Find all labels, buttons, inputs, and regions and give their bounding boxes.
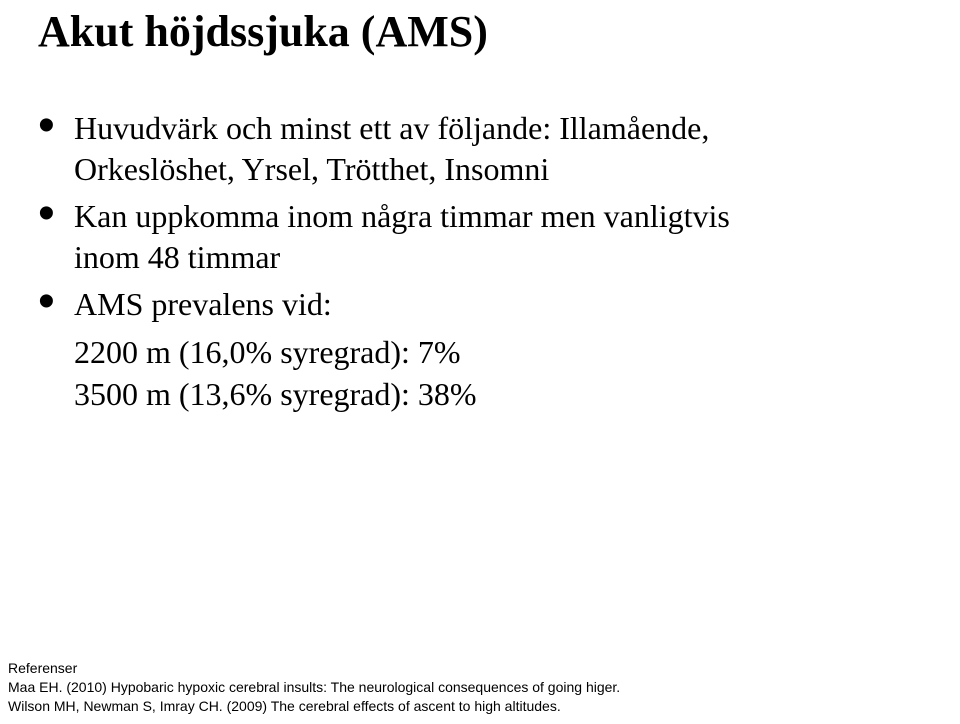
reference-2: Wilson MH, Newman S, Imray CH. (2009) Th… xyxy=(8,697,620,716)
page-title: Akut höjdssjuka (AMS) xyxy=(38,6,488,57)
bullet-list: • Huvudvärk och minst ett av följande: I… xyxy=(38,108,920,415)
bullet-2-line-2: inom 48 timmar xyxy=(74,239,280,275)
bullet-dot-icon: • xyxy=(38,114,60,138)
reference-1: Maa EH. (2010) Hypobaric hypoxic cerebra… xyxy=(8,678,620,697)
bullet-dot-icon: • xyxy=(38,202,60,226)
bullet-3-sub-1: 2200 m (16,0% syregrad): 7% xyxy=(74,331,920,373)
bullet-text: AMS prevalens vid: xyxy=(74,284,332,325)
references-heading: Referenser xyxy=(8,659,620,678)
bullet-1-line-1: Huvudvärk och minst ett av följande: Ill… xyxy=(74,110,709,146)
bullet-3-sublines: 2200 m (16,0% syregrad): 7% 3500 m (13,6… xyxy=(74,331,920,415)
bullet-item-2: • Kan uppkomma inom några timmar men van… xyxy=(38,196,920,278)
slide: Akut höjdssjuka (AMS) • Huvudvärk och mi… xyxy=(0,0,960,724)
bullet-item-3: • AMS prevalens vid: xyxy=(38,284,920,325)
bullet-dot-icon: • xyxy=(38,290,60,314)
bullet-item-1: • Huvudvärk och minst ett av följande: I… xyxy=(38,108,920,190)
bullet-2-line-1: Kan uppkomma inom några timmar men vanli… xyxy=(74,198,730,234)
bullet-1-line-2: Orkeslöshet, Yrsel, Trötthet, Insomni xyxy=(74,151,549,187)
bullet-text: Huvudvärk och minst ett av följande: Ill… xyxy=(74,108,709,190)
bullet-text: Kan uppkomma inom några timmar men vanli… xyxy=(74,196,730,278)
bullet-3-line-1: AMS prevalens vid: xyxy=(74,286,332,322)
references: Referenser Maa EH. (2010) Hypobaric hypo… xyxy=(8,659,620,716)
bullet-3-sub-2: 3500 m (13,6% syregrad): 38% xyxy=(74,373,920,415)
